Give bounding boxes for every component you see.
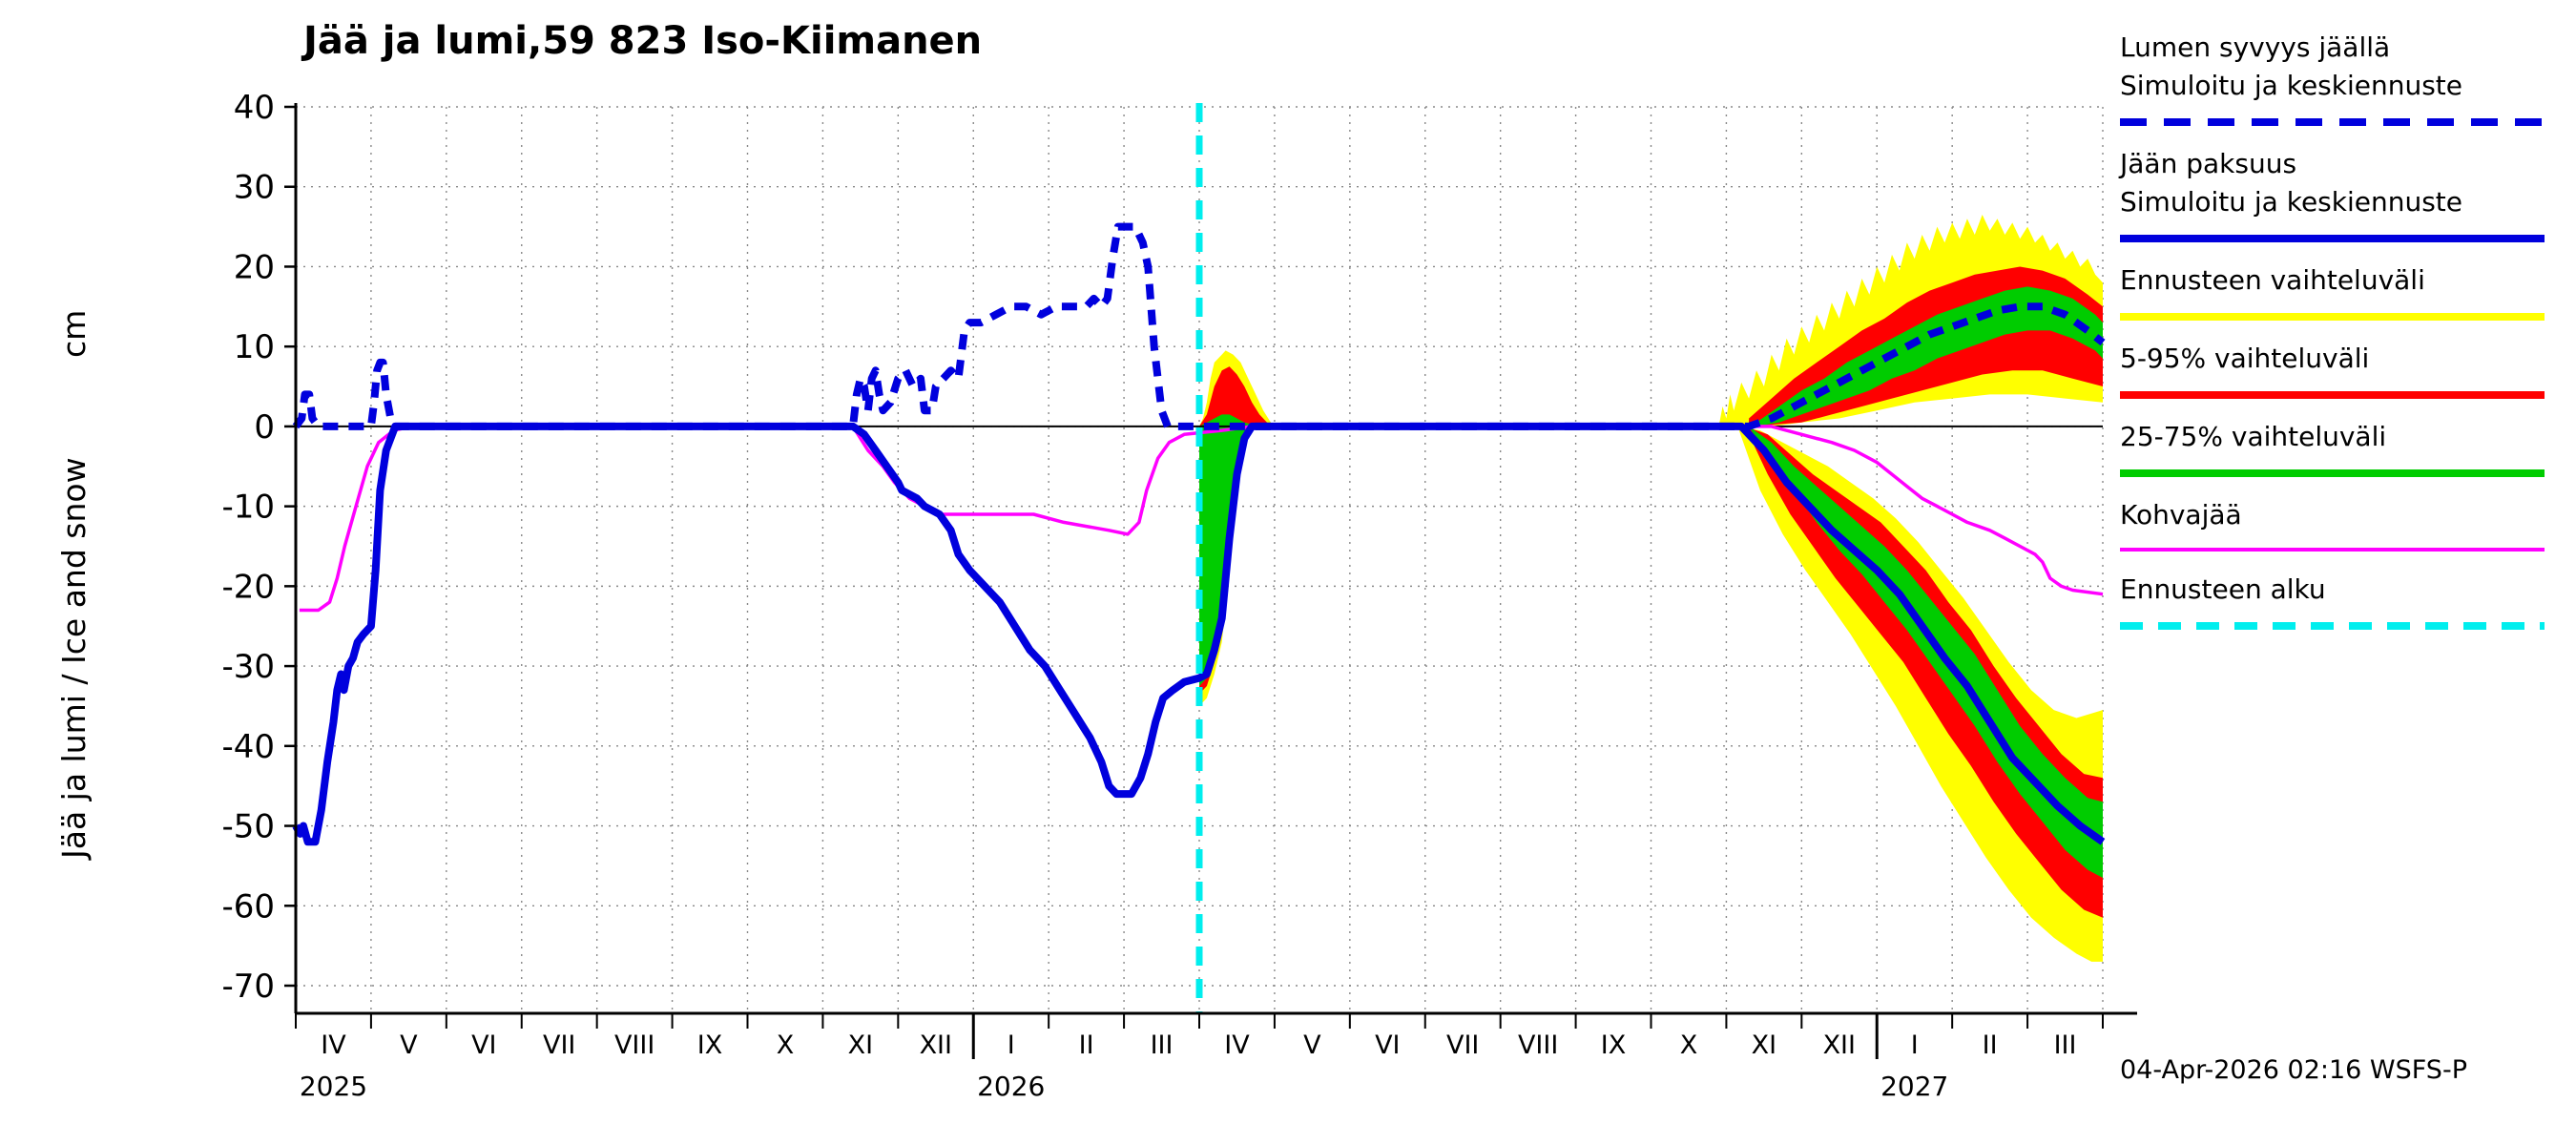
month-label: XII <box>1823 1030 1856 1060</box>
y-tick-label: -60 <box>221 887 275 926</box>
month-label: IV <box>321 1030 346 1060</box>
legend-sample-snow-depth-line <box>2120 118 2545 126</box>
year-label: 2026 <box>977 1071 1045 1102</box>
month-label: I <box>1008 1030 1015 1060</box>
month-label: VIII <box>1518 1030 1558 1060</box>
legend-label: Kohvajää <box>2120 499 2242 531</box>
legend-label: Simuloitu ja keskiennuste <box>2120 70 2463 101</box>
legend-label: 25-75% vaihteluväli <box>2120 421 2387 452</box>
legend-sample-ice-thickness-line <box>2120 235 2545 242</box>
month-label: VII <box>543 1030 575 1060</box>
month-label: XI <box>848 1030 873 1060</box>
band-range-25-75-snow <box>1756 286 2103 427</box>
legend-item-forecast-range: Ennusteen vaihteluväli <box>2120 261 2568 321</box>
series-snow-depth-sim <box>292 222 2106 430</box>
y-tick-label: -30 <box>221 648 275 686</box>
month-label: XI <box>1752 1030 1776 1060</box>
legend-item-range-5-95: 5-95% vaihteluväli <box>2120 340 2568 399</box>
legend-sample-forecast-start-line <box>2120 622 2545 630</box>
legend-label: Lumen syvyys jäällä <box>2120 31 2391 63</box>
y-tick-label: 10 <box>234 328 275 366</box>
legend-sample-forecast-range <box>2120 313 2545 321</box>
month-label: IX <box>697 1030 722 1060</box>
y-tick-label: 20 <box>234 248 275 286</box>
month-label: V <box>1303 1030 1321 1060</box>
band-range-25-75-melt <box>1199 414 1260 686</box>
legend-item-kohvajaa: Kohvajää <box>2120 496 2568 552</box>
month-label: IX <box>1601 1030 1626 1060</box>
legend-label: Ennusteen alku <box>2120 573 2326 605</box>
legend-label: Simuloitu ja keskiennuste <box>2120 186 2463 218</box>
legend-sample-kohvajaa-line <box>2120 548 2545 552</box>
legend-label: 5-95% vaihteluväli <box>2120 343 2370 374</box>
legend: Lumen syvyys jäällä Simuloitu ja keskien… <box>2120 29 2568 649</box>
year-label: 2025 <box>300 1071 367 1102</box>
month-label: VI <box>471 1030 496 1060</box>
y-tick-label: -40 <box>221 728 275 766</box>
chart-title: Jää ja lumi,59 823 Iso-Kiimanen <box>303 19 983 63</box>
month-label: III <box>2054 1030 2077 1060</box>
y-tick-label: -50 <box>221 808 275 846</box>
legend-label: Jään paksuus <box>2120 148 2297 179</box>
month-label: X <box>777 1030 795 1060</box>
legend-item-snow-depth: Lumen syvyys jäällä Simuloitu ja keskien… <box>2120 29 2568 126</box>
y-tick-label: 30 <box>234 169 275 207</box>
month-label: V <box>400 1030 418 1060</box>
legend-item-ice-thickness: Jään paksuus Simuloitu ja keskiennuste <box>2120 145 2568 242</box>
month-label: X <box>1680 1030 1698 1060</box>
y-tick-label: 40 <box>234 89 275 127</box>
y-tick-label: -20 <box>221 568 275 606</box>
month-label: VII <box>1446 1030 1479 1060</box>
month-label: III <box>1151 1030 1174 1060</box>
legend-label: Ennusteen vaihteluväli <box>2120 264 2425 296</box>
timestamp: 04-Apr-2026 02:16 WSFS-P <box>2120 1055 2467 1085</box>
legend-sample-range-25-75 <box>2120 469 2545 477</box>
band-range-5-95-ice <box>1745 426 2103 918</box>
month-label: VI <box>1375 1030 1400 1060</box>
month-label: XII <box>920 1030 952 1060</box>
month-label: IV <box>1224 1030 1250 1060</box>
legend-sample-range-5-95 <box>2120 391 2545 399</box>
year-label: 2027 <box>1880 1071 1948 1102</box>
month-label: VIII <box>614 1030 654 1060</box>
y-tick-label: -70 <box>221 968 275 1006</box>
y-tick-label: -10 <box>221 489 275 527</box>
month-label: I <box>1911 1030 1919 1060</box>
y-tick-label: 0 <box>254 408 275 447</box>
legend-item-forecast-start: Ennusteen alku <box>2120 571 2568 630</box>
month-label: II <box>1983 1030 1998 1060</box>
y-axis-label: Jää ja lumi / Ice and snow <box>55 457 93 860</box>
series-ice-thickness-sim <box>292 422 2106 846</box>
legend-item-range-25-75: 25-75% vaihteluväli <box>2120 418 2568 477</box>
month-label: II <box>1079 1030 1094 1060</box>
